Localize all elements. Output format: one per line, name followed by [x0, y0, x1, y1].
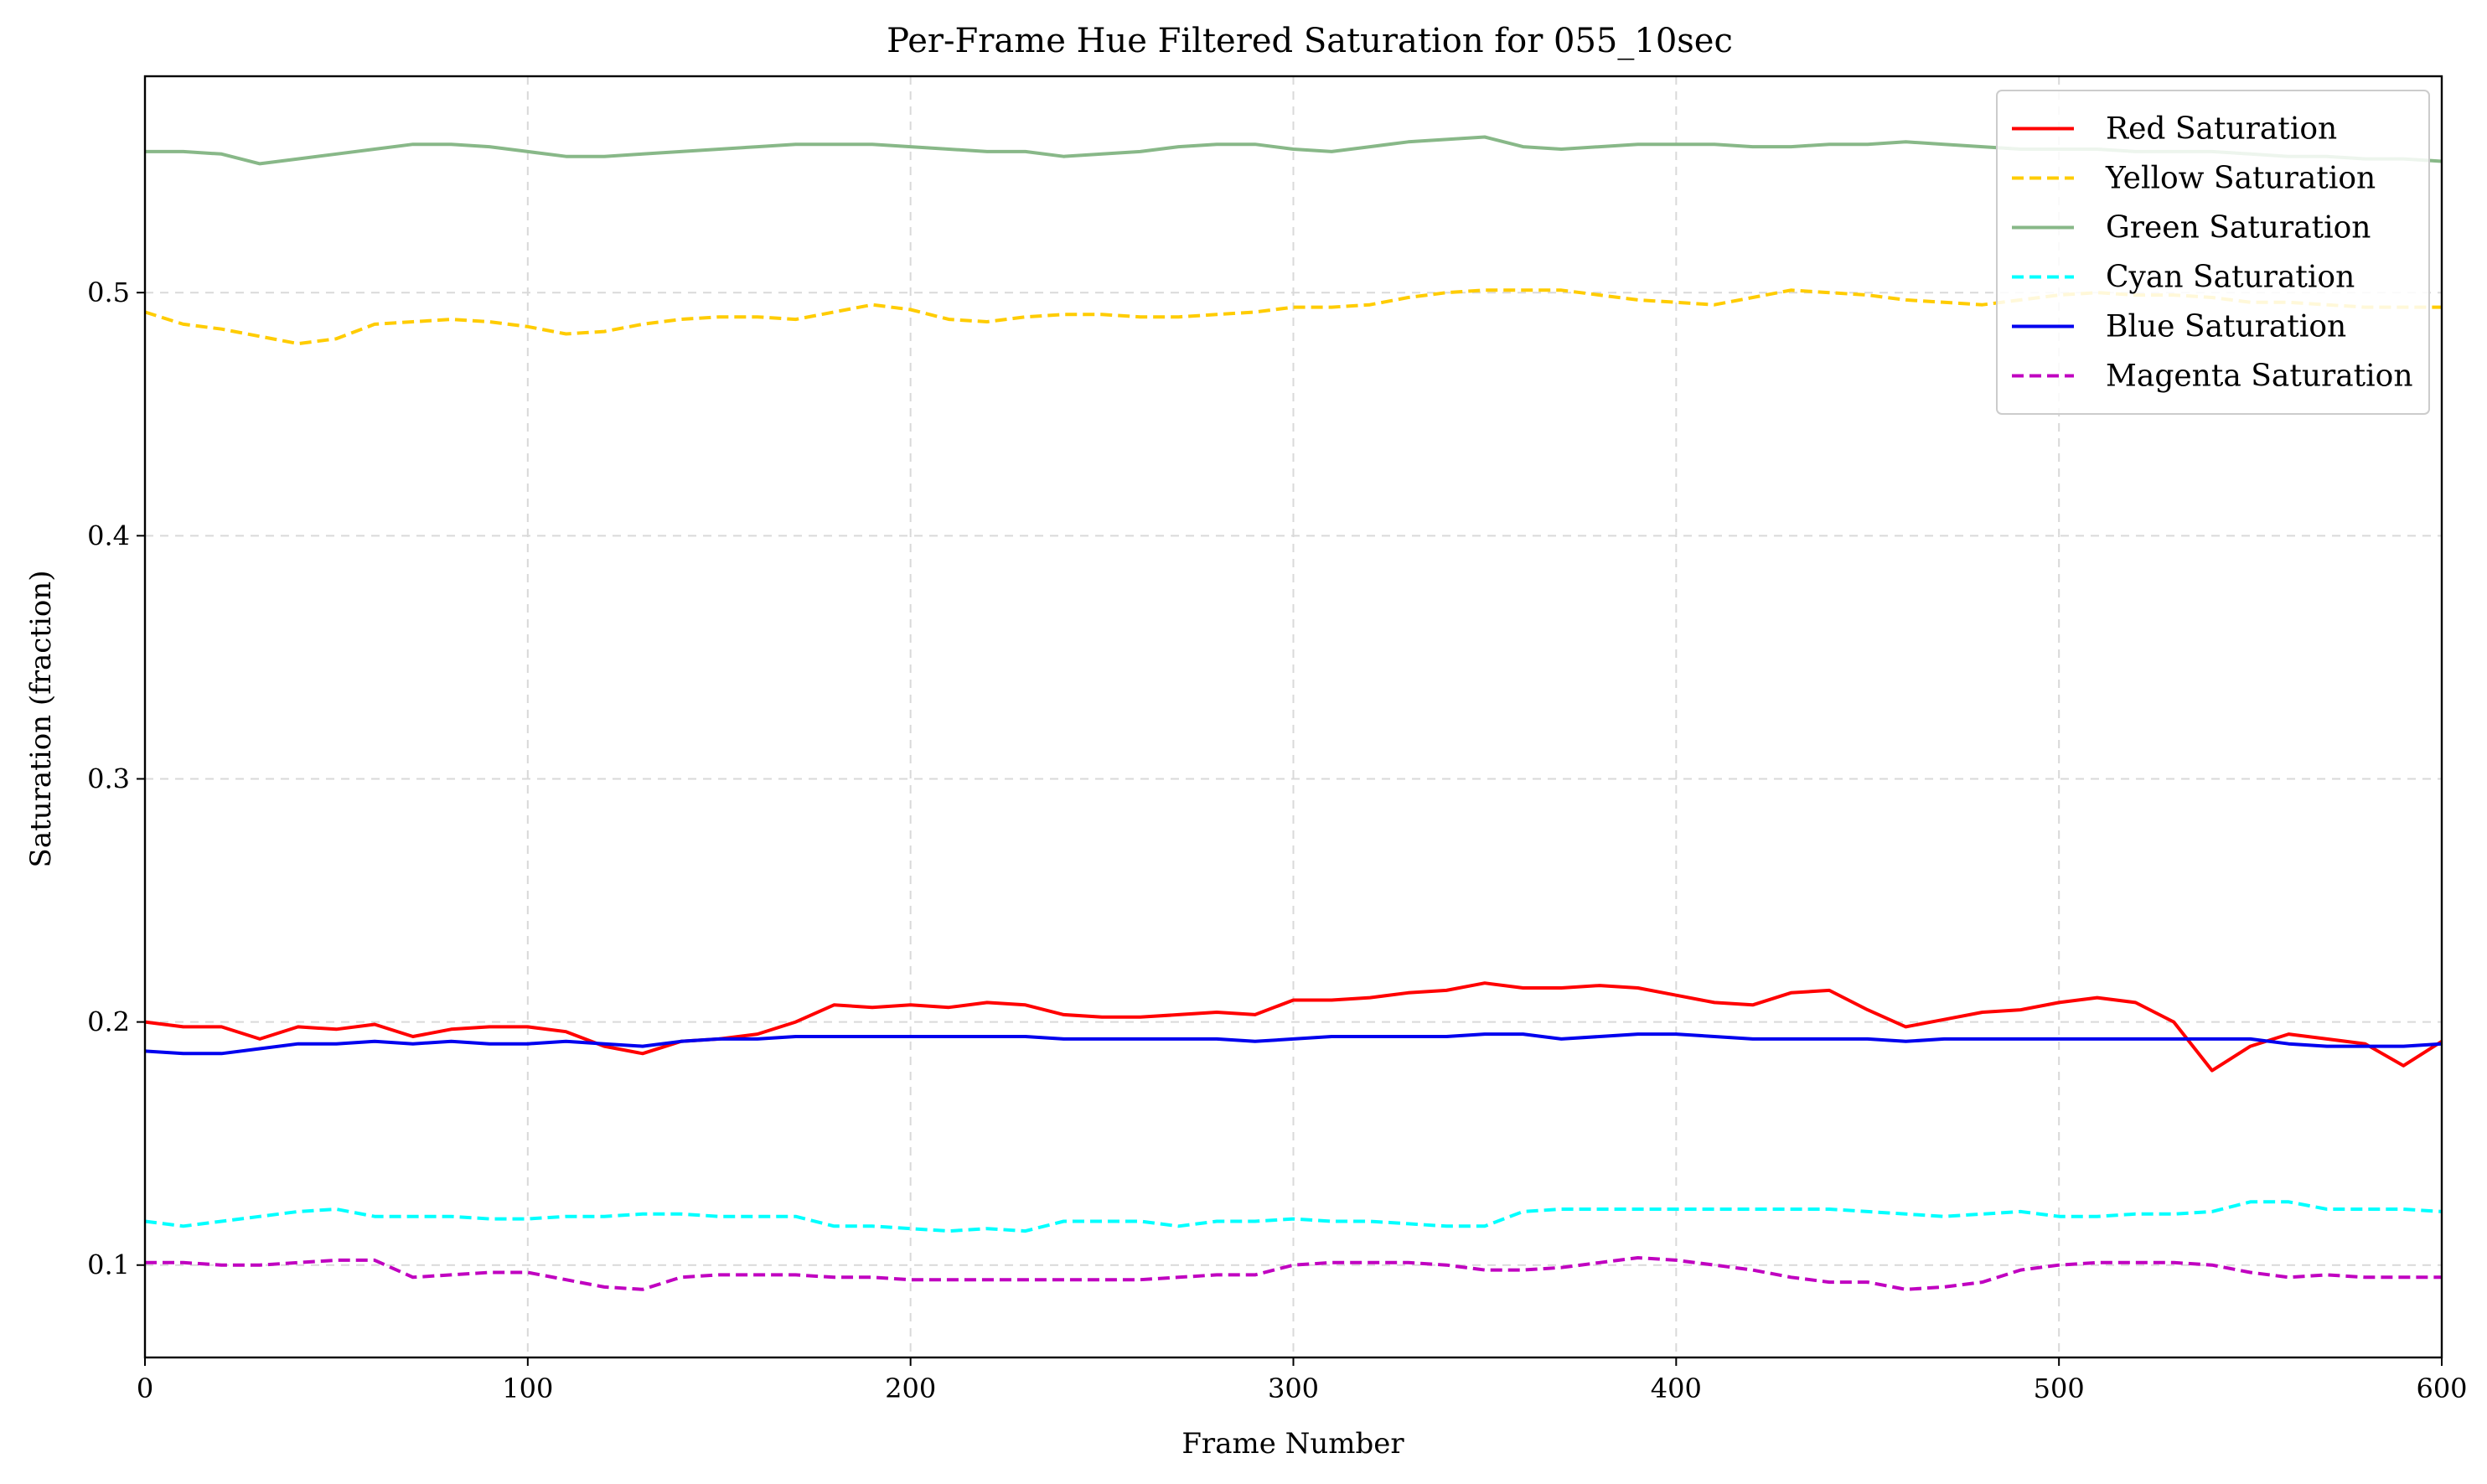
series-line-blue-saturation	[144, 1032, 2443, 1056]
series-line-red-saturation	[144, 981, 2443, 1073]
legend: Red Saturation Yellow Saturation Green Sat…	[1996, 90, 2430, 415]
chart-title: Per-Frame Hue Filtered Saturation for 05…	[887, 22, 1733, 60]
legend-label: Cyan Saturation	[2106, 261, 2355, 295]
y-axis-ticks: 0.1 0.2 0.3 0.4 0.5	[87, 277, 145, 1281]
x-axis-ticks: 0 100 200 300 400 500 600	[137, 1357, 2468, 1404]
legend-label: Yellow Saturation	[2105, 162, 2376, 196]
x-tick-label: 500	[2034, 1373, 2085, 1404]
x-axis-label: Frame Number	[1181, 1427, 1404, 1461]
legend-label: Red Saturation	[2106, 112, 2337, 147]
legend-box	[1996, 90, 2430, 415]
legend-label: Blue Saturation	[2106, 310, 2346, 344]
y-axis-label: Saturation (fraction)	[24, 571, 58, 868]
series-line-cyan-saturation	[144, 1200, 2443, 1233]
y-tick-label: 0.2	[87, 1006, 130, 1038]
x-tick-label: 600	[2416, 1373, 2467, 1404]
legend-label: Green Saturation	[2106, 211, 2371, 246]
series-line-magenta-saturation	[145, 1256, 2442, 1291]
legend-label: Magenta Saturation	[2106, 359, 2413, 394]
x-tick-label: 0	[137, 1373, 153, 1404]
x-tick-label: 400	[1651, 1373, 1702, 1404]
x-tick-label: 100	[502, 1373, 553, 1404]
x-tick-label: 300	[1268, 1373, 1319, 1404]
y-tick-label: 0.3	[87, 763, 130, 794]
x-tick-label: 200	[885, 1373, 936, 1404]
y-tick-label: 0.4	[87, 520, 130, 551]
y-tick-label: 0.1	[87, 1249, 130, 1281]
series-line-yellow-saturation	[144, 288, 2442, 346]
y-tick-label: 0.5	[87, 277, 130, 308]
